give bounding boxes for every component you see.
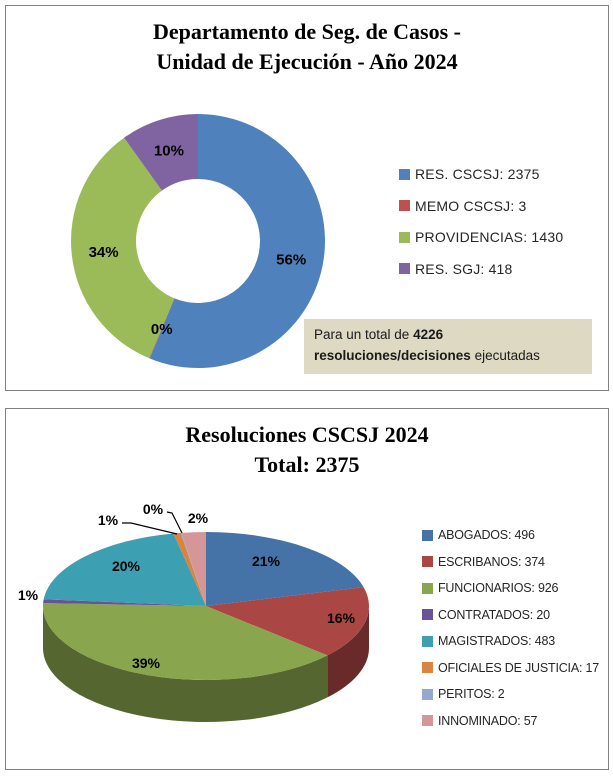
legend-item-res-cscsj: RES. CSCSJ: 2375 bbox=[399, 166, 540, 182]
legend-label-res-sgj: RES. SGJ: 418 bbox=[415, 260, 513, 277]
legend-swatch-oficiales-de-justicia bbox=[422, 662, 433, 673]
pie-slice-wall-funcionarios bbox=[43, 606, 328, 722]
chart-title-resoluciones: Resoluciones CSCSJ 2024 Total: 2375 bbox=[6, 420, 608, 480]
legend-label-memo-cscsj: MEMO CSCSJ: 3 bbox=[415, 197, 527, 214]
legend-swatch-abogados bbox=[422, 529, 433, 541]
pie-slice-funcionarios bbox=[42, 603, 328, 680]
percent-label-providencias: 34% bbox=[89, 244, 119, 261]
legend-swatch-res-sgj bbox=[399, 263, 410, 274]
legend-label-oficiales-de-justicia: OFICIALES DE JUSTICIA: 17 bbox=[438, 660, 600, 675]
donut-slice-memo-cscsj bbox=[149, 298, 175, 359]
legend-swatch-escribanos bbox=[422, 556, 433, 567]
pie-slice-innominado bbox=[181, 532, 206, 606]
title-line-1: Departamento de Seg. de Casos - bbox=[153, 19, 461, 44]
legend-swatch-providencias bbox=[399, 231, 410, 243]
donut-slice-res-sgj bbox=[124, 114, 198, 191]
legend-swatch-magistrados bbox=[422, 635, 433, 647]
note-bold: 4226 resoluciones/decisiones bbox=[314, 327, 471, 363]
donut-slice-providencias bbox=[71, 137, 175, 359]
donut-chart: 56% 0% 34% 10% bbox=[71, 114, 325, 368]
legend-swatch-res-cscsj bbox=[399, 168, 410, 180]
note-suffix: ejecutadas bbox=[470, 347, 540, 363]
legend-item-peritos: PERITOS: 2 bbox=[422, 686, 505, 702]
legend-item-innominado: INNOMINADO: 57 bbox=[422, 713, 538, 729]
pie-slice-magistrados bbox=[43, 533, 206, 606]
percent-label-funcionarios: 39% bbox=[132, 655, 161, 671]
resoluciones-chart-panel: 21% 16% 39% 1% 20% 1% 0% 2% Resoluciones CSCSJ … bbox=[5, 408, 609, 770]
leader-line-oficiales-de-justicia bbox=[122, 522, 178, 535]
legend-label-contratados: CONTRATADOS: 20 bbox=[438, 607, 550, 622]
legend-swatch-innominado bbox=[422, 715, 433, 726]
pie3d-chart: 21% 16% 39% 1% 20% 1% 0% 2% bbox=[18, 501, 369, 722]
legend-item-abogados: ABOGADOS: 496 bbox=[422, 527, 535, 543]
leader-line-peritos bbox=[166, 511, 183, 534]
legend-item-funcionarios: FUNCIONARIOS: 926 bbox=[422, 580, 558, 596]
legend-swatch-peritos bbox=[422, 688, 433, 700]
percent-label-oficiales-de-justicia: 1% bbox=[98, 512, 119, 528]
percent-label-magistrados: 20% bbox=[112, 558, 141, 574]
pie-slice-contratados bbox=[43, 599, 207, 606]
pie-slice-escribanos bbox=[206, 587, 369, 656]
title-line-1: Resoluciones CSCSJ 2024 bbox=[185, 422, 429, 447]
percent-label-peritos: 0% bbox=[143, 501, 164, 517]
percent-label-contratados: 1% bbox=[18, 587, 39, 603]
percent-label-abogados: 21% bbox=[252, 553, 281, 569]
legend-item-escribanos: ESCRIBANOS: 374 bbox=[422, 554, 545, 570]
pie-slice-oficiales-de-justicia bbox=[173, 532, 206, 606]
percent-label-res-cscsj: 56% bbox=[276, 251, 306, 268]
legend-item-providencias: PROVIDENCIAS: 1430 bbox=[399, 229, 563, 245]
chart-title-ejecucion: Departamento de Seg. de Casos - Unidad d… bbox=[6, 17, 608, 77]
percent-label-innominado: 2% bbox=[188, 510, 209, 526]
legend-label-funcionarios: FUNCIONARIOS: 926 bbox=[438, 581, 559, 595]
legend-swatch-contratados bbox=[422, 609, 433, 620]
legend-item-contratados: CONTRATADOS: 20 bbox=[422, 607, 550, 623]
legend-swatch-memo-cscsj bbox=[399, 200, 410, 211]
legend-item-memo-cscsj: MEMO CSCSJ: 3 bbox=[399, 198, 527, 214]
pie-slice-peritos bbox=[180, 532, 206, 606]
legend-label-res-cscsj: RES. CSCSJ: 2375 bbox=[415, 166, 540, 182]
legend-label-magistrados: MAGISTRADOS: 483 bbox=[438, 634, 555, 648]
note-prefix: Para un total de bbox=[314, 327, 414, 342]
legend-item-oficiales-de-justicia: OFICIALES DE JUSTICIA: 17 bbox=[422, 660, 599, 676]
legend-label-escribanos: ESCRIBANOS: 374 bbox=[438, 554, 545, 569]
legend-item-magistrados: MAGISTRADOS: 483 bbox=[422, 633, 555, 649]
percent-label-res-sgj: 10% bbox=[154, 143, 184, 160]
ejecucion-chart-panel: 56% 0% 34% 10% Departamento de Seg. de Caso… bbox=[5, 5, 609, 391]
percent-label-memo-cscsj: 0% bbox=[151, 321, 173, 338]
total-note: Para un total de 4226 resoluciones/decis… bbox=[304, 319, 592, 374]
legend-label-abogados: ABOGADOS: 496 bbox=[438, 528, 535, 542]
pie-slice-wall-escribanos bbox=[327, 606, 369, 698]
legend-swatch-funcionarios bbox=[422, 582, 433, 594]
legend-item-res-sgj: RES. SGJ: 418 bbox=[399, 261, 513, 277]
title-line-2: Unidad de Ejecución - Año 2024 bbox=[156, 49, 458, 74]
legend-label-peritos: PERITOS: 2 bbox=[438, 687, 505, 701]
pie-slice-abogados bbox=[206, 532, 364, 606]
legend-label-innominado: INNOMINADO: 57 bbox=[438, 713, 538, 728]
percent-label-escribanos: 16% bbox=[327, 610, 356, 626]
title-line-2: Total: 2375 bbox=[254, 452, 360, 477]
donut-slice-res-cscsj bbox=[149, 114, 325, 368]
legend-label-providencias: PROVIDENCIAS: 1430 bbox=[415, 229, 564, 245]
